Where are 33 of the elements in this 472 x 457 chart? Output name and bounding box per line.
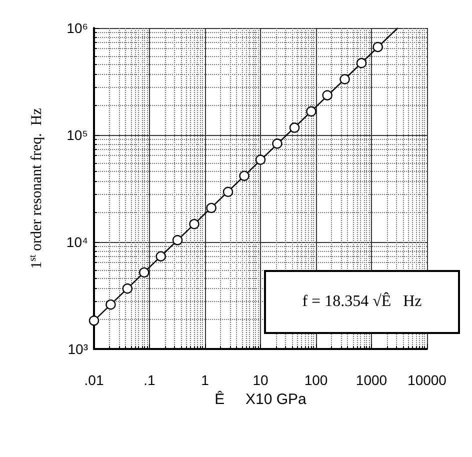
point — [122, 283, 133, 294]
x-tick-label: 10 — [252, 372, 268, 388]
point — [88, 316, 100, 326]
x-axis-title: Ê X10 GPa — [214, 390, 308, 408]
point — [289, 122, 300, 133]
point — [306, 106, 316, 117]
y-axis-title: 1st order resonant freq. Hz — [28, 108, 45, 269]
y-tick-label: 10⁴ — [66, 234, 88, 250]
point — [322, 90, 332, 100]
x-tick-label: 1 — [201, 372, 210, 388]
point — [255, 154, 266, 165]
x-tick-label: .01 — [84, 372, 104, 388]
y-tick-label: 10⁵ — [66, 127, 88, 143]
x-tick-label: 1000 — [356, 372, 388, 388]
annotation: f = 18.354 √Ê Hz — [302, 293, 422, 311]
point — [206, 202, 216, 214]
point — [356, 58, 367, 68]
point — [189, 219, 200, 230]
formula-box: f = 18.354 √Ê Hz — [264, 270, 460, 334]
point — [156, 251, 166, 262]
point — [106, 300, 116, 310]
point — [172, 235, 183, 246]
point — [239, 170, 250, 181]
x-tick-label: 10000 — [408, 372, 447, 388]
point — [139, 267, 150, 278]
x-tick-label: 100 — [304, 372, 328, 388]
point — [340, 74, 350, 84]
point — [222, 186, 234, 197]
point — [272, 138, 282, 149]
y-tick-label: 10³ — [68, 341, 88, 357]
y-tick-label: 10⁶ — [66, 20, 88, 36]
x-tick-label: .1 — [144, 372, 156, 388]
point — [372, 42, 383, 52]
